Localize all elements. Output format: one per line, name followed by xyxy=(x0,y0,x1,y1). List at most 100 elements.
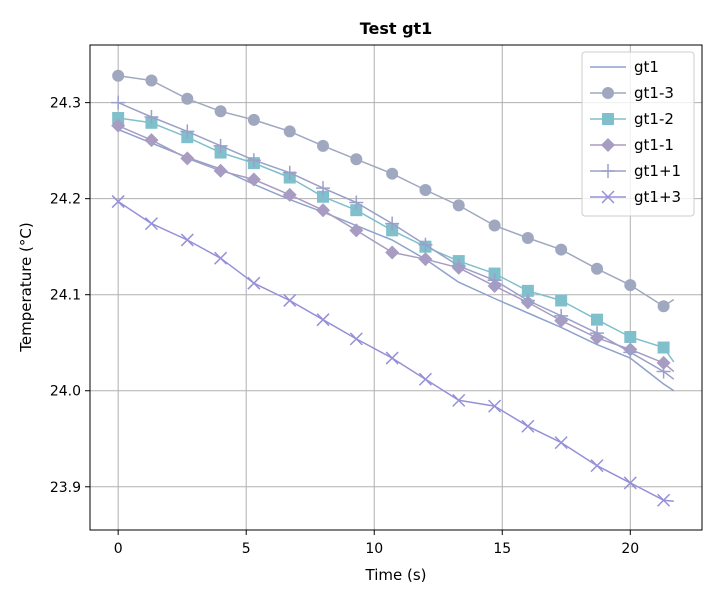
data-point xyxy=(282,165,297,180)
data-point xyxy=(657,300,670,313)
data-point xyxy=(317,190,330,203)
legend-marker xyxy=(601,190,615,204)
data-point xyxy=(111,195,125,209)
data-point xyxy=(349,332,363,346)
data-point xyxy=(555,243,568,256)
series-gt1-2 xyxy=(112,111,675,363)
series-line xyxy=(117,125,675,373)
data-point xyxy=(316,203,331,218)
chart-title: Test gt1 xyxy=(360,19,433,38)
legend-label: gt1+1 xyxy=(634,162,681,180)
data-point xyxy=(349,223,364,238)
data-point xyxy=(554,436,568,450)
data-point xyxy=(213,138,228,153)
data-point xyxy=(656,355,671,370)
legend: gt1 gt1-3 gt1-2 gt1-1 gt1+1 gt1+3 xyxy=(581,51,695,217)
data-point xyxy=(144,217,158,231)
data-point xyxy=(590,459,604,473)
data-point xyxy=(112,69,125,82)
data-point xyxy=(487,273,502,288)
series-line xyxy=(117,200,674,502)
data-point xyxy=(247,276,261,290)
data-point xyxy=(385,245,400,260)
data-point xyxy=(283,293,297,307)
y-tick-label: 24.3 xyxy=(50,96,81,112)
data-point xyxy=(144,110,159,125)
data-point xyxy=(316,313,330,327)
data-point xyxy=(317,139,330,152)
data-point xyxy=(282,187,297,202)
legend-label: gt1-2 xyxy=(634,110,674,128)
legend-item: gt1-3 xyxy=(590,84,674,102)
legend-label: gt1-3 xyxy=(634,84,674,102)
legend-marker xyxy=(602,87,614,99)
data-point xyxy=(452,393,466,407)
data-point xyxy=(624,330,637,343)
data-point xyxy=(623,476,637,490)
legend-item: gt1+1 xyxy=(590,162,681,180)
legend-marker xyxy=(602,113,614,125)
data-point xyxy=(591,262,604,275)
y-tick-label: 23.9 xyxy=(50,480,81,496)
data-point xyxy=(246,172,261,187)
x-tick-label: 15 xyxy=(493,541,511,557)
data-point xyxy=(657,493,671,507)
series-gt1+3 xyxy=(111,195,674,507)
y-tick-label: 24.1 xyxy=(50,288,81,304)
data-point xyxy=(488,399,502,413)
y-tick-label: 24.0 xyxy=(50,384,81,400)
x-axis-label: Time (s) xyxy=(365,566,427,584)
x-tick-label: 0 xyxy=(114,541,123,557)
ticks: 0 5 10 15 20 23.9 24.0 24.1 24.2 24.3 xyxy=(50,96,639,557)
data-point xyxy=(554,308,569,323)
series-gt1-3 xyxy=(112,69,675,313)
data-point xyxy=(624,279,637,292)
data-point xyxy=(386,167,399,180)
data-point xyxy=(555,294,568,307)
data-point xyxy=(180,151,195,166)
data-point xyxy=(246,153,261,168)
data-point xyxy=(180,233,194,247)
data-point xyxy=(316,181,331,196)
data-point xyxy=(451,258,466,273)
data-point xyxy=(521,419,535,433)
series-gt1 xyxy=(117,128,675,392)
data-point xyxy=(214,105,227,118)
data-point xyxy=(144,133,159,148)
series-gt1+1 xyxy=(111,95,675,380)
data-point xyxy=(214,251,228,265)
x-tick-label: 20 xyxy=(621,541,639,557)
y-tick-label: 24.2 xyxy=(50,192,81,208)
data-point xyxy=(145,74,158,87)
data-point xyxy=(350,204,363,217)
data-point xyxy=(521,284,534,297)
data-point xyxy=(385,351,399,365)
y-axis-label: Temperature (°C) xyxy=(17,222,35,352)
data-point xyxy=(452,199,465,212)
data-point xyxy=(350,153,363,166)
legend-label: gt1-1 xyxy=(634,136,674,154)
data-point xyxy=(181,92,194,105)
data-point xyxy=(520,293,535,308)
legend-marker xyxy=(601,164,615,178)
data-point xyxy=(283,125,296,138)
legend-item: gt1-1 xyxy=(590,136,674,154)
series-line xyxy=(117,101,675,380)
data-point xyxy=(213,163,228,178)
legend-label: gt1 xyxy=(634,58,659,76)
x-tick-label: 10 xyxy=(365,541,383,557)
x-tick-label: 5 xyxy=(242,541,251,557)
legend-item: gt1 xyxy=(590,58,659,76)
series-group xyxy=(111,69,675,507)
data-point xyxy=(111,118,126,133)
legend-label: gt1+3 xyxy=(634,188,681,206)
data-point xyxy=(590,326,605,341)
data-point xyxy=(591,313,604,326)
legend-marker xyxy=(601,138,615,152)
data-point xyxy=(419,184,432,197)
data-point xyxy=(488,219,501,232)
data-point xyxy=(418,372,432,386)
series-line xyxy=(117,128,675,392)
